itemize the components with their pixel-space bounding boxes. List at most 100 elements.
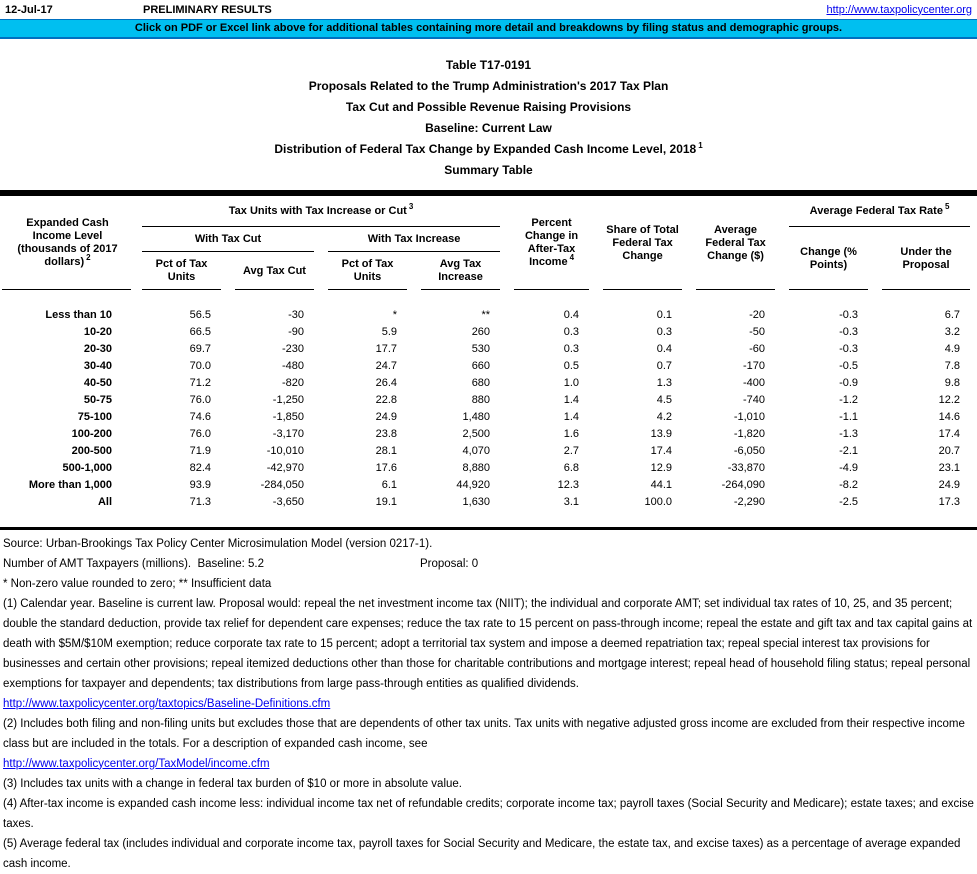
table-cell: -170 (743, 360, 766, 372)
table-cell: -1,010 (733, 411, 766, 423)
table-cell: 0.3 (656, 326, 673, 338)
table-cell: -820 (281, 377, 304, 389)
row-label: 75-100 (77, 411, 112, 423)
table-cell: -480 (281, 360, 304, 372)
table-row: 200-500 71.9 -10,010 28.1 4,070 2.7 17.4… (0, 443, 977, 460)
table-cell: 20.7 (938, 445, 961, 457)
table-cell: 3.1 (563, 496, 580, 508)
table-cell: 880 (471, 394, 491, 406)
table-cell: 13.9 (650, 428, 673, 440)
table-cell: 17.3 (938, 496, 961, 508)
preliminary-results-label: PRELIMINARY RESULTS (143, 3, 272, 16)
table-cell: 69.7 (189, 343, 211, 355)
table-number: Table T17-0191 (445, 58, 532, 72)
table-row: 40-50 71.2 -820 26.4 680 1.0 1.3 -400 -0… (0, 375, 977, 392)
table-cell: -0.3 (839, 309, 859, 321)
table-cell: -42,970 (266, 462, 304, 474)
table-cell: 2.7 (563, 445, 580, 457)
amt-taxpayers-note: Number of AMT Taxpayers (millions). Base… (3, 554, 974, 574)
row-label: More than 1,000 (28, 479, 112, 491)
table-cell: 76.0 (189, 394, 211, 406)
col-header-avg-tax-increase: Avg Tax Increase (414, 252, 507, 290)
table-cell: -0.9 (839, 377, 859, 389)
table-cell: 660 (471, 360, 491, 372)
table-cell: 100.0 (644, 496, 673, 508)
col-header-pct-units-increase: Pct of Tax Units (321, 252, 414, 290)
table-cell: -1,820 (733, 428, 766, 440)
table-cell: -1.2 (839, 394, 859, 406)
footnote-4: (4) After-tax income is expanded cash in… (3, 797, 974, 830)
table-cell: 1,480 (462, 411, 491, 423)
table-cell: 17.7 (375, 343, 397, 355)
income-definition-link[interactable]: http://www.taxpolicycenter.org/TaxModel/… (3, 757, 270, 770)
table-cell: 6.1 (381, 479, 397, 491)
title-baseline: Baseline: Current Law (425, 121, 552, 135)
table-cell: 26.4 (375, 377, 397, 389)
table-cell: 71.2 (189, 377, 211, 389)
table-cell: -30 (288, 309, 304, 321)
footnote-1: (1) Calendar year. Baseline is current l… (3, 597, 973, 690)
table-cell: 6.8 (563, 462, 580, 474)
table-cell: 23.8 (375, 428, 397, 440)
table-cell: 0.4 (563, 309, 580, 321)
table-cell: 82.4 (189, 462, 211, 474)
source-note: Source: Urban-Brookings Tax Policy Cente… (3, 537, 433, 550)
table-cell: * (392, 309, 397, 321)
table-cell: -0.3 (839, 343, 859, 355)
table-cell: -1.1 (839, 411, 859, 423)
table-cell: 1.4 (563, 394, 580, 406)
table-cell: -400 (743, 377, 766, 389)
row-label: 100-200 (71, 428, 112, 440)
row-label: 20-30 (83, 343, 112, 355)
table-cell: 74.6 (189, 411, 211, 423)
footnote-ref-4: 4 (569, 253, 575, 263)
group-header-tax-units: Tax Units with Tax Increase or Cut 3 (135, 193, 507, 227)
col-header-rate-under-proposal: Under the Proposal (875, 227, 977, 290)
table-row: 10-20 66.5 -90 5.9 260 0.3 0.3 -50 -0.3 … (0, 324, 977, 341)
footnote-ref-2: 2 (86, 253, 91, 263)
table-row: 20-30 69.7 -230 17.7 530 0.3 0.4 -60 -0.… (0, 341, 977, 358)
table-cell: -4.9 (839, 462, 859, 474)
table-cell: 12.3 (557, 479, 580, 491)
table-cell: 1.0 (563, 377, 580, 389)
table-cell: 2,500 (462, 428, 491, 440)
group-header-avg-federal-tax-rate: Average Federal Tax Rate 5 (782, 193, 977, 227)
table-cell: -2,290 (733, 496, 766, 508)
table-cell: -33,870 (727, 462, 766, 474)
table-cell: 14.6 (938, 411, 961, 423)
table-cell: 17.4 (650, 445, 673, 457)
table-cell: 24.9 (375, 411, 397, 423)
table-row: 50-75 76.0 -1,250 22.8 880 1.4 4.5 -740 … (0, 392, 977, 409)
title-block: Table T17-0191 Proposals Related to the … (0, 39, 977, 190)
taxpolicycenter-link[interactable]: http://www.taxpolicycenter.org (826, 3, 972, 16)
table-cell: 0.7 (656, 360, 673, 372)
baseline-definitions-link[interactable]: http://www.taxpolicycenter.org/taxtopics… (3, 697, 331, 710)
info-banner-text: Click on PDF or Excel link above for add… (134, 22, 843, 34)
table-cell: 3.2 (944, 326, 961, 338)
amt-baseline-value: Number of AMT Taxpayers (millions). Base… (3, 557, 264, 570)
table-cell: -50 (749, 326, 766, 338)
table-cell: 8,880 (462, 462, 491, 474)
footnote-ref-1: 1 (698, 141, 703, 150)
table-cell: 1,630 (462, 496, 491, 508)
info-banner: Click on PDF or Excel link above for add… (0, 19, 977, 39)
table-row: More than 1,000 93.9 -284,050 6.1 44,920… (0, 477, 977, 494)
row-label: 500-1,000 (62, 462, 112, 474)
table-cell: 6.7 (944, 309, 961, 321)
table-cell: -6,050 (733, 445, 766, 457)
table-row: 30-40 70.0 -480 24.7 660 0.5 0.7 -170 -0… (0, 358, 977, 375)
table-cell: 44,920 (456, 479, 491, 491)
table-cell: 9.8 (944, 377, 961, 389)
table-cell: 680 (471, 377, 491, 389)
table-cell: -10,010 (266, 445, 304, 457)
top-bar: 12-Jul-17 PRELIMINARY RESULTS http://www… (0, 0, 977, 19)
table-cell: -20 (749, 309, 766, 321)
table-cell: -230 (281, 343, 304, 355)
table-row: All 71.3 -3,650 19.1 1,630 3.1 100.0 -2,… (0, 494, 977, 511)
table-cell: 70.0 (189, 360, 211, 372)
table-cell: 71.9 (189, 445, 211, 457)
row-label: 30-40 (83, 360, 112, 372)
row-label: All (97, 496, 112, 508)
subgroup-header-with-tax-increase: With Tax Increase (321, 227, 507, 252)
row-label: 40-50 (83, 377, 112, 389)
